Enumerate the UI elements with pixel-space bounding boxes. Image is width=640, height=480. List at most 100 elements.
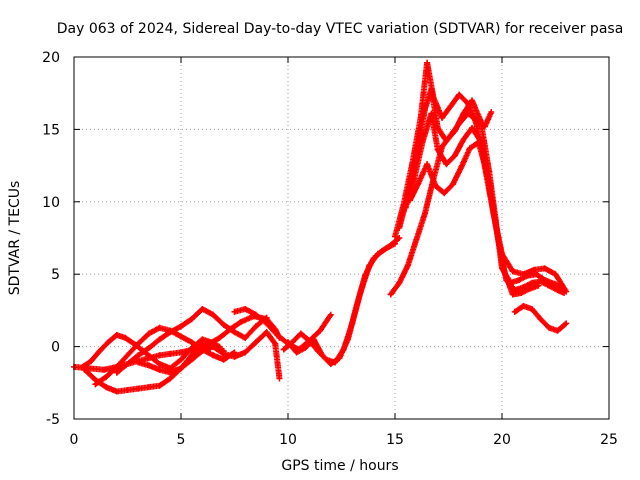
data-point <box>520 284 527 291</box>
data-point <box>379 248 386 255</box>
data-point <box>456 91 463 98</box>
data-point <box>207 339 214 346</box>
data-point <box>231 308 238 315</box>
series-track-14 <box>387 109 495 298</box>
data-point <box>122 334 129 341</box>
data-point <box>135 340 142 347</box>
data-point <box>458 164 465 171</box>
data-point <box>406 197 413 204</box>
data-point <box>96 347 103 354</box>
data-point <box>336 355 343 362</box>
series-track-5 <box>113 305 270 376</box>
data-point <box>263 314 270 321</box>
data-point <box>524 272 531 279</box>
data-point <box>263 329 270 336</box>
data-point <box>285 339 291 346</box>
data-point <box>516 276 523 283</box>
data-point <box>178 356 184 363</box>
data-point <box>362 272 369 279</box>
data-point-trail <box>392 59 569 294</box>
data-point <box>302 345 309 352</box>
data-point <box>488 109 495 116</box>
data-point <box>178 349 184 356</box>
data-point <box>85 365 92 372</box>
data-point <box>156 366 163 373</box>
data-point <box>124 387 131 394</box>
data-point <box>460 136 467 143</box>
data-point <box>509 291 516 298</box>
series-track-3 <box>79 332 223 372</box>
data-point <box>466 145 473 152</box>
series-track-6 <box>135 329 283 382</box>
x-tick-label: 5 <box>177 432 186 448</box>
data-point <box>456 120 463 127</box>
data-point <box>156 324 163 331</box>
y-tick-label: 5 <box>51 267 60 283</box>
data-point <box>424 59 431 66</box>
data-point <box>520 303 527 310</box>
data-point <box>113 369 120 376</box>
data-point <box>396 279 403 286</box>
data-point <box>145 362 152 369</box>
data-point <box>447 103 454 110</box>
data-point <box>518 290 525 297</box>
data-point <box>199 347 206 354</box>
data-point <box>199 336 206 343</box>
series-track-15 <box>511 303 570 334</box>
series-track-9 <box>285 235 403 367</box>
y-tick-label: 15 <box>42 122 60 138</box>
data-point <box>216 334 223 341</box>
data-point <box>263 320 270 327</box>
data-point <box>167 350 174 357</box>
data-point <box>145 345 152 352</box>
data-point <box>210 352 217 359</box>
data-point <box>533 271 540 278</box>
data-point <box>88 358 95 365</box>
data-point <box>252 323 259 330</box>
data-point <box>439 114 446 121</box>
chart-title: Day 063 of 2024, Sidereal Day-to-day VTE… <box>57 21 624 37</box>
data-point <box>124 360 131 367</box>
data-point <box>105 339 112 346</box>
data-point <box>135 385 142 392</box>
data-point <box>145 384 152 391</box>
data-point <box>113 363 120 370</box>
data-point <box>113 332 120 339</box>
data-point <box>100 366 107 373</box>
data-point <box>428 85 435 92</box>
data-point <box>387 242 394 249</box>
data-point <box>220 356 227 363</box>
data-point <box>428 110 435 117</box>
data-point <box>156 382 163 389</box>
data-point <box>546 282 553 289</box>
data-point <box>178 365 184 372</box>
data-point <box>135 359 142 366</box>
y-tick-label: 20 <box>42 50 60 66</box>
plot-frame <box>73 56 610 420</box>
data-point <box>188 339 195 346</box>
data-point <box>396 224 403 231</box>
data-point <box>554 327 561 334</box>
data-point <box>167 329 174 336</box>
data-point <box>439 143 446 150</box>
data-point <box>492 221 499 228</box>
data-point <box>481 123 488 130</box>
data-point <box>276 375 283 382</box>
x-axis-label: GPS time / hours <box>281 458 398 474</box>
data-point <box>252 339 259 346</box>
data-point <box>464 110 471 117</box>
data-point <box>419 137 426 144</box>
data-point <box>552 271 559 278</box>
data-point <box>546 324 553 331</box>
data-point <box>252 311 259 318</box>
data-point <box>272 340 279 347</box>
data-point <box>220 350 227 357</box>
data-point <box>188 345 195 352</box>
data-point <box>178 333 184 340</box>
data-point <box>411 175 418 182</box>
data-point <box>404 262 411 269</box>
data-point <box>424 161 431 168</box>
x-tick-label: 20 <box>493 432 511 448</box>
data-point <box>528 305 535 312</box>
data-point <box>231 329 238 336</box>
